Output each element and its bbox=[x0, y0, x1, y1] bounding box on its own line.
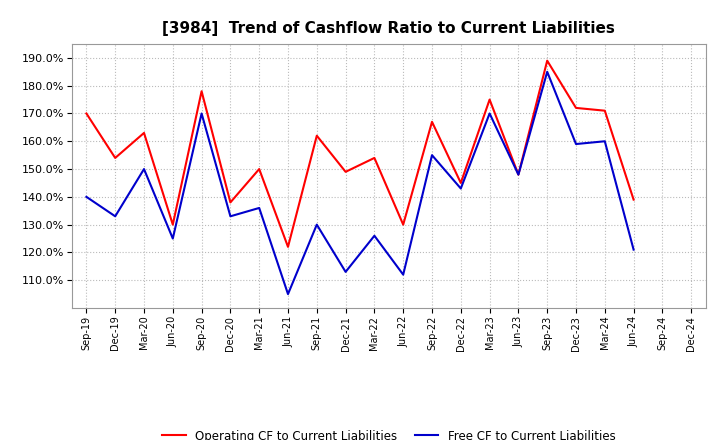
Operating CF to Current Liabilities bbox=[629, 197, 638, 202]
Operating CF to Current Liabilities bbox=[111, 155, 120, 161]
Operating CF to Current Liabilities bbox=[255, 166, 264, 172]
Free CF to Current Liabilities bbox=[168, 236, 177, 241]
Operating CF to Current Liabilities bbox=[543, 58, 552, 63]
Line: Operating CF to Current Liabilities: Operating CF to Current Liabilities bbox=[86, 61, 634, 247]
Free CF to Current Liabilities bbox=[600, 139, 609, 144]
Free CF to Current Liabilities bbox=[572, 141, 580, 147]
Operating CF to Current Liabilities bbox=[428, 119, 436, 125]
Operating CF to Current Liabilities bbox=[140, 130, 148, 136]
Free CF to Current Liabilities bbox=[370, 233, 379, 238]
Free CF to Current Liabilities bbox=[543, 69, 552, 74]
Line: Free CF to Current Liabilities: Free CF to Current Liabilities bbox=[86, 72, 634, 294]
Operating CF to Current Liabilities bbox=[226, 200, 235, 205]
Operating CF to Current Liabilities bbox=[600, 108, 609, 114]
Operating CF to Current Liabilities bbox=[370, 155, 379, 161]
Free CF to Current Liabilities bbox=[140, 166, 148, 172]
Operating CF to Current Liabilities bbox=[312, 133, 321, 138]
Operating CF to Current Liabilities bbox=[514, 172, 523, 177]
Free CF to Current Liabilities bbox=[111, 214, 120, 219]
Operating CF to Current Liabilities bbox=[168, 222, 177, 227]
Free CF to Current Liabilities bbox=[226, 214, 235, 219]
Operating CF to Current Liabilities bbox=[197, 88, 206, 94]
Free CF to Current Liabilities bbox=[629, 247, 638, 252]
Operating CF to Current Liabilities bbox=[572, 105, 580, 110]
Free CF to Current Liabilities bbox=[82, 194, 91, 199]
Free CF to Current Liabilities bbox=[341, 269, 350, 275]
Free CF to Current Liabilities bbox=[428, 153, 436, 158]
Operating CF to Current Liabilities bbox=[284, 244, 292, 249]
Free CF to Current Liabilities bbox=[399, 272, 408, 277]
Free CF to Current Liabilities bbox=[514, 172, 523, 177]
Operating CF to Current Liabilities bbox=[82, 111, 91, 116]
Operating CF to Current Liabilities bbox=[399, 222, 408, 227]
Operating CF to Current Liabilities bbox=[341, 169, 350, 175]
Operating CF to Current Liabilities bbox=[456, 180, 465, 186]
Free CF to Current Liabilities bbox=[312, 222, 321, 227]
Free CF to Current Liabilities bbox=[255, 205, 264, 211]
Free CF to Current Liabilities bbox=[456, 186, 465, 191]
Operating CF to Current Liabilities bbox=[485, 97, 494, 102]
Free CF to Current Liabilities bbox=[284, 291, 292, 297]
Title: [3984]  Trend of Cashflow Ratio to Current Liabilities: [3984] Trend of Cashflow Ratio to Curren… bbox=[163, 21, 615, 36]
Legend: Operating CF to Current Liabilities, Free CF to Current Liabilities: Operating CF to Current Liabilities, Fre… bbox=[157, 425, 621, 440]
Free CF to Current Liabilities bbox=[197, 111, 206, 116]
Free CF to Current Liabilities bbox=[485, 111, 494, 116]
